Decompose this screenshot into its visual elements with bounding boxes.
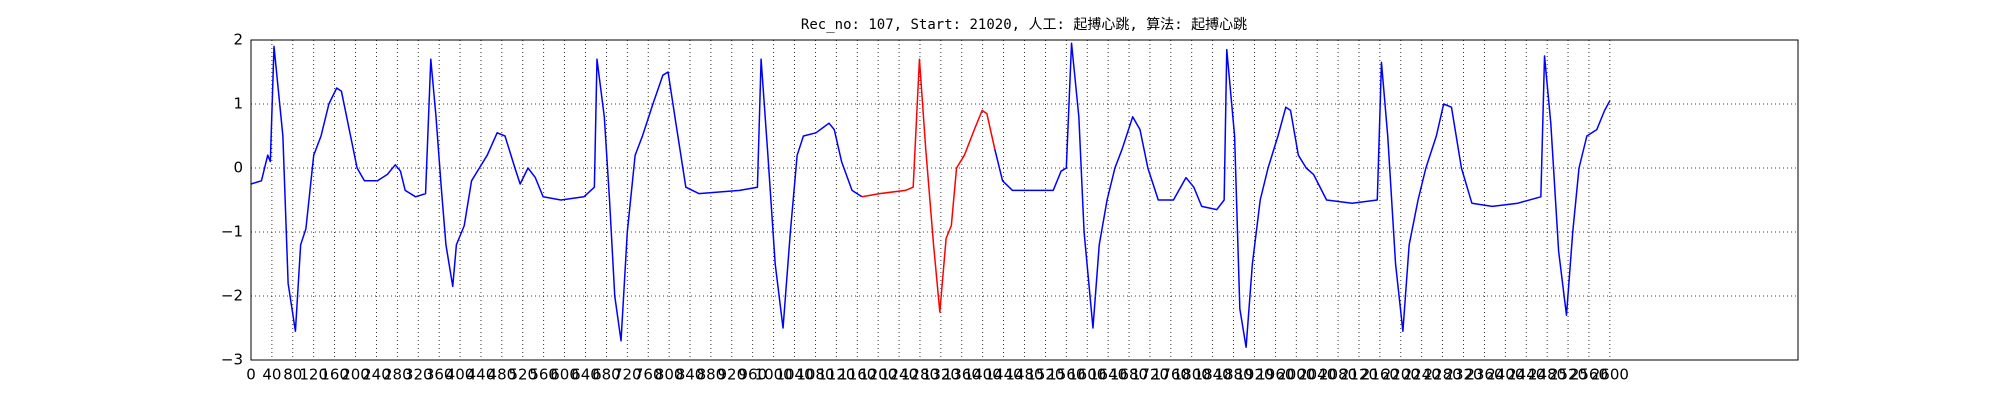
x-tick-label: 1840 bbox=[1194, 366, 1232, 384]
x-tick-label: 360 bbox=[425, 366, 454, 384]
x-tick-label: 1880 bbox=[1214, 366, 1252, 384]
y-tick-label: −1 bbox=[221, 223, 243, 241]
x-tick-label: 1760 bbox=[1152, 366, 1190, 384]
x-tick-label: 1440 bbox=[985, 366, 1023, 384]
x-tick-label: 1720 bbox=[1131, 366, 1169, 384]
x-tick-label: 1160 bbox=[838, 366, 876, 384]
x-tick-label: 720 bbox=[613, 366, 642, 384]
chart-title: Rec_no: 107, Start: 21020, 人工: 起搏心跳, 算法:… bbox=[801, 16, 1247, 33]
x-tick-label: 1360 bbox=[943, 366, 981, 384]
x-tick-label: 920 bbox=[718, 366, 747, 384]
ecg-line bbox=[250, 42, 1611, 348]
x-tick-label: 1040 bbox=[775, 366, 813, 384]
x-tick-label: 1320 bbox=[922, 366, 960, 384]
y-tick-label: 2 bbox=[233, 31, 243, 49]
plot-frame bbox=[250, 39, 1799, 361]
x-tick-label: 1400 bbox=[964, 366, 1002, 384]
x-tick-label: 2400 bbox=[1486, 366, 1524, 384]
y-tick-label: −3 bbox=[221, 351, 243, 369]
x-tick-label: 200 bbox=[341, 366, 370, 384]
x-tick-label: 640 bbox=[571, 366, 600, 384]
x-tick-label: 40 bbox=[262, 366, 281, 384]
x-tick-label: 1560 bbox=[1047, 366, 1085, 384]
x-tick-label: 1680 bbox=[1110, 366, 1148, 384]
x-tick-label: 1080 bbox=[796, 366, 834, 384]
x-tick-label: 320 bbox=[404, 366, 433, 384]
x-tick-label: 1240 bbox=[880, 366, 918, 384]
x-tick-label: 2600 bbox=[1591, 366, 1629, 384]
x-tick-label: 280 bbox=[383, 366, 412, 384]
x-tick-label: 2160 bbox=[1361, 366, 1399, 384]
x-tick-label: 2200 bbox=[1382, 366, 1420, 384]
x-tick-label: 1800 bbox=[1173, 366, 1211, 384]
x-tick-label: 680 bbox=[592, 366, 621, 384]
x-tick-label: 480 bbox=[488, 366, 517, 384]
x-tick-label: 2040 bbox=[1298, 366, 1336, 384]
y-tick-label: 1 bbox=[233, 95, 243, 113]
y-tick-label: −2 bbox=[221, 287, 243, 305]
x-tick-label: 2520 bbox=[1549, 366, 1587, 384]
x-tick-label: 1280 bbox=[901, 366, 939, 384]
x-tick-label: 960 bbox=[738, 366, 767, 384]
x-tick-label: 600 bbox=[550, 366, 579, 384]
y-tick-label: 0 bbox=[233, 159, 243, 177]
x-tick-label: 1600 bbox=[1068, 366, 1106, 384]
x-tick-label: 2000 bbox=[1277, 366, 1315, 384]
x-tick-label: 1480 bbox=[1005, 366, 1043, 384]
x-tick-label: 2360 bbox=[1465, 366, 1503, 384]
x-tick-label: 2480 bbox=[1528, 366, 1566, 384]
x-tick-label: 1200 bbox=[859, 366, 897, 384]
x-tick-label: 2280 bbox=[1424, 366, 1462, 384]
x-tick-label: 120 bbox=[299, 366, 328, 384]
x-tick-label: 2240 bbox=[1403, 366, 1441, 384]
x-tick-label: 2440 bbox=[1507, 366, 1545, 384]
x-tick-label: 2080 bbox=[1319, 366, 1357, 384]
ecg-line bbox=[861, 58, 996, 313]
x-tick-label: 840 bbox=[676, 366, 705, 384]
x-tick-label: 440 bbox=[467, 366, 496, 384]
x-tick-label: 240 bbox=[362, 366, 391, 384]
x-tick-label: 2320 bbox=[1444, 366, 1482, 384]
x-tick-label: 2120 bbox=[1340, 366, 1378, 384]
x-tick-label: 160 bbox=[320, 366, 349, 384]
x-tick-label: 800 bbox=[655, 366, 684, 384]
x-tick-label: 80 bbox=[283, 366, 302, 384]
x-tick-label: 400 bbox=[446, 366, 475, 384]
x-tick-label: 880 bbox=[697, 366, 726, 384]
x-tick-label: 2560 bbox=[1570, 366, 1608, 384]
x-tick-label: 1960 bbox=[1256, 366, 1294, 384]
x-tick-label: 1640 bbox=[1089, 366, 1127, 384]
x-tick-label: 520 bbox=[508, 366, 537, 384]
x-tick-label: 1120 bbox=[817, 366, 855, 384]
x-tick-label: 1000 bbox=[755, 366, 793, 384]
x-tick-label: 0 bbox=[246, 366, 256, 384]
x-tick-label: 760 bbox=[634, 366, 663, 384]
x-tick-label: 1520 bbox=[1026, 366, 1064, 384]
x-tick-label: 560 bbox=[529, 366, 558, 384]
x-tick-label: 1920 bbox=[1235, 366, 1273, 384]
